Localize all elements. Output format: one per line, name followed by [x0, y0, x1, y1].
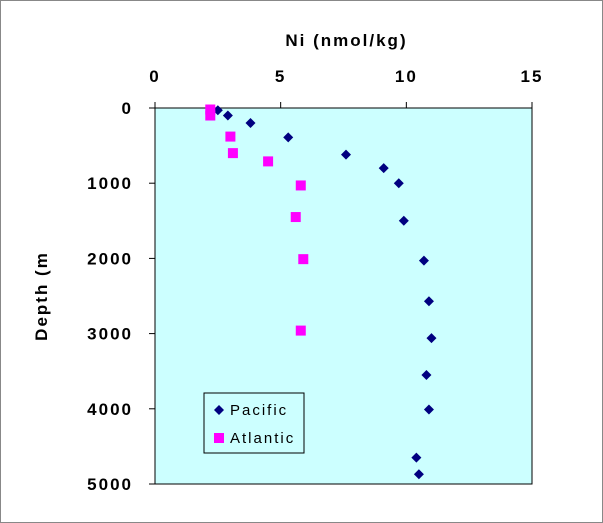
y-tick-label: 0	[122, 99, 133, 118]
x-tick-label: 5	[275, 67, 286, 86]
data-point-atlantic	[225, 131, 236, 142]
legend-label-atlantic: Atlantic	[230, 430, 295, 447]
data-point-pacific	[378, 163, 389, 174]
y-tick-label: 2000	[87, 249, 133, 268]
data-point-pacific	[393, 178, 404, 189]
data-point-atlantic	[263, 156, 274, 167]
data-point-pacific	[411, 452, 422, 463]
data-point-pacific	[426, 333, 437, 344]
legend-marker-atlantic	[214, 433, 224, 443]
data-point-pacific	[245, 118, 256, 129]
x-tick-label: 15	[521, 67, 544, 86]
data-point-atlantic	[227, 148, 238, 159]
x-tick-label: 0	[149, 67, 160, 86]
legend-marker-pacific	[214, 405, 224, 415]
data-point-atlantic	[298, 254, 309, 265]
y-axis-label: Depth (m	[32, 251, 51, 341]
data-point-pacific	[398, 215, 409, 226]
data-point-atlantic	[295, 180, 306, 191]
x-axis: 0 5 10 15	[149, 67, 544, 108]
y-axis: 0 1000 2000 3000 4000 5000	[87, 99, 155, 494]
data-point-pacific	[423, 296, 434, 307]
data-point-atlantic	[205, 110, 216, 121]
data-point-atlantic	[205, 104, 216, 115]
legend: Pacific Atlantic	[203, 392, 305, 454]
data-point-pacific	[341, 149, 352, 160]
data-point-pacific	[421, 369, 432, 380]
y-tick-label: 1000	[87, 174, 133, 193]
data-point-pacific	[212, 105, 223, 116]
x-tick-label: 10	[395, 67, 418, 86]
legend-label-pacific: Pacific	[230, 402, 288, 419]
data-point-pacific	[423, 404, 434, 415]
x-axis-label: Ni (nmol/kg)	[285, 31, 407, 50]
data-point-pacific	[413, 469, 424, 480]
data-points	[205, 104, 437, 480]
y-tick-label: 3000	[87, 325, 133, 344]
data-point-atlantic	[290, 212, 301, 223]
data-point-pacific	[283, 132, 294, 143]
y-tick-label: 4000	[87, 400, 133, 419]
data-point-pacific	[418, 255, 429, 266]
y-tick-label: 5000	[87, 475, 133, 494]
data-point-atlantic	[295, 325, 306, 336]
data-point-pacific	[222, 110, 233, 121]
